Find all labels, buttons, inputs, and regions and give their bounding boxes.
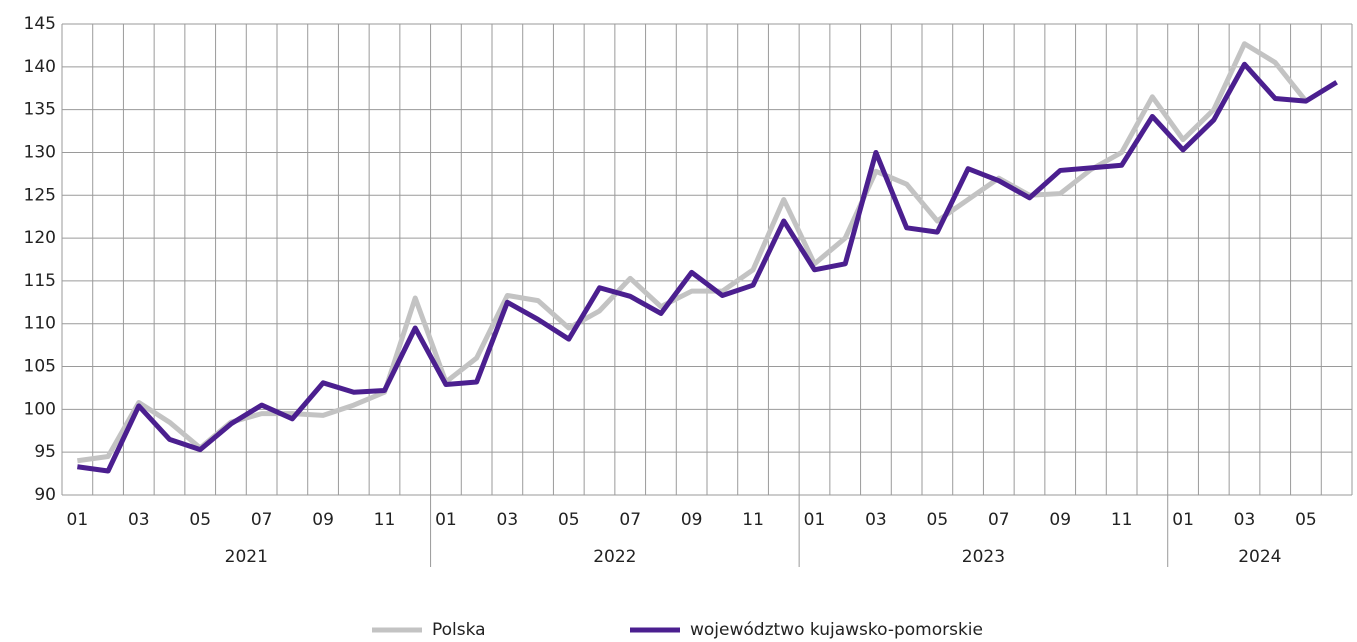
x-tick-label: 01 bbox=[804, 510, 826, 530]
group-label: 2024 bbox=[1238, 547, 1281, 567]
x-tick-label: 07 bbox=[251, 510, 273, 530]
series-line bbox=[77, 61, 1338, 474]
x-tick-label: 11 bbox=[742, 510, 764, 530]
x-tick-label: 11 bbox=[374, 510, 396, 530]
x-tick-label: 09 bbox=[1049, 510, 1071, 530]
y-tick-label: 115 bbox=[24, 271, 56, 291]
y-tick-label: 90 bbox=[34, 485, 56, 505]
x-tick-label: 05 bbox=[927, 510, 949, 530]
y-tick-label: 105 bbox=[24, 357, 56, 377]
y-tick-label: 130 bbox=[24, 142, 56, 162]
legend-label: Polska bbox=[432, 620, 486, 640]
y-tick-label: 125 bbox=[24, 185, 56, 205]
series-line bbox=[77, 41, 1308, 464]
y-tick-label: 110 bbox=[24, 314, 56, 334]
x-tick-label: 03 bbox=[865, 510, 887, 530]
x-tick-label: 11 bbox=[1111, 510, 1133, 530]
group-label: 2023 bbox=[962, 547, 1005, 567]
y-tick-label: 120 bbox=[24, 228, 56, 248]
x-tick-label: 09 bbox=[312, 510, 334, 530]
x-tick-label: 01 bbox=[67, 510, 89, 530]
x-tick-label: 05 bbox=[558, 510, 580, 530]
y-tick-label: 95 bbox=[34, 442, 56, 462]
x-tick-label: 09 bbox=[681, 510, 703, 530]
y-tick-label: 100 bbox=[24, 399, 56, 419]
y-tick-label: 145 bbox=[24, 14, 56, 34]
x-tick-label: 03 bbox=[128, 510, 150, 530]
x-tick-label: 05 bbox=[189, 510, 211, 530]
x-tick-label: 07 bbox=[988, 510, 1010, 530]
x-tick-label: 03 bbox=[1234, 510, 1256, 530]
y-tick-label: 135 bbox=[24, 100, 56, 120]
x-tick-label: 01 bbox=[1172, 510, 1194, 530]
group-label: 2022 bbox=[593, 547, 636, 567]
legend-label: województwo kujawsko-pomorskie bbox=[690, 620, 983, 640]
x-tick-label: 03 bbox=[497, 510, 519, 530]
x-tick-label: 01 bbox=[435, 510, 457, 530]
x-tick-label: 07 bbox=[619, 510, 641, 530]
x-tick-label: 05 bbox=[1295, 510, 1317, 530]
group-label: 2021 bbox=[225, 547, 268, 567]
y-tick-label: 140 bbox=[24, 57, 56, 77]
